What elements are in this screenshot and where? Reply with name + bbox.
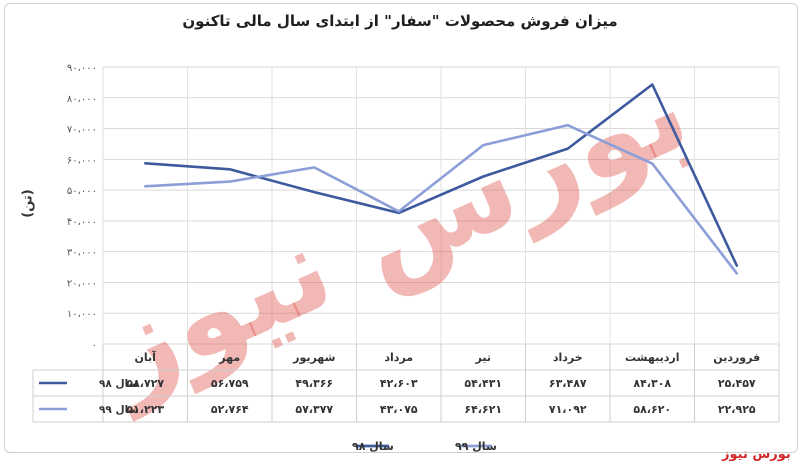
series-line-1 [144,83,739,267]
data-value-label: ۶۴،۶۲۱ [464,403,502,416]
data-value-label: ۵۲،۷۶۴ [211,403,249,416]
category-label: فروردین [713,351,760,364]
y-tick-label: ۵۰،۰۰۰ [67,186,97,197]
data-value-label: ۲۵،۴۵۷ [718,377,756,390]
category-label: مرداد [384,351,413,364]
data-value-label: ۵۷،۳۷۷ [295,403,333,416]
watermark-logo: بورس نیوز [77,39,709,422]
category-label: خرداد [553,351,583,364]
y-tick-label: ۴۰،۰۰۰ [67,217,97,228]
category-label: مهر [218,351,240,364]
legend-label: سال ۹۹ [455,440,497,453]
category-label: شهریور [292,351,335,364]
data-value-label: ۵۸،۷۲۷ [126,377,164,390]
y-tick-label: ۰ [92,340,97,351]
category-label: تیر [475,351,491,364]
y-tick-label: ۷۰،۰۰۰ [67,125,97,136]
data-value-label: ۵۱،۲۲۳ [126,403,164,416]
y-tick-label: ۲۰،۰۰۰ [67,278,97,289]
watermark-text: بورس نیوز [722,447,791,462]
data-value-label: ۲۲،۹۲۵ [718,403,756,416]
category-label: اردیبهشت [625,351,679,364]
y-tick-label: ۱۰،۰۰۰ [67,309,97,320]
data-value-label: ۷۱،۰۹۲ [549,403,587,416]
y-tick-label: ۸۰،۰۰۰ [67,94,97,105]
table-series-name: سال ۹۹ [99,404,139,416]
data-value-label: ۴۲،۶۰۳ [380,377,418,390]
data-value-label: ۴۳،۰۷۵ [380,403,418,416]
series-line-2 [144,123,739,275]
chart-title: میزان فروش محصولات "سفار" از ابتدای سال … [182,12,618,30]
data-value-label: ۵۸،۶۲۰ [633,403,671,416]
y-tick-label: ۶۰،۰۰۰ [67,155,97,166]
category-label: آبان [135,350,157,364]
data-value-label: ۵۶،۷۵۹ [211,377,249,390]
data-value-label: ۶۳،۴۸۷ [549,377,587,390]
data-value-label: ۵۴،۴۳۱ [464,377,502,390]
chart-frame [4,3,798,453]
legend-label: سال ۹۸ [352,440,394,453]
table-series-name: سال ۹۸ [99,378,139,390]
y-tick-label: ۹۰،۰۰۰ [67,63,97,74]
data-value-label: ۴۹،۳۶۶ [295,377,333,390]
y-tick-label: ۳۰،۰۰۰ [67,248,97,259]
data-value-label: ۸۴،۳۰۸ [633,377,671,390]
